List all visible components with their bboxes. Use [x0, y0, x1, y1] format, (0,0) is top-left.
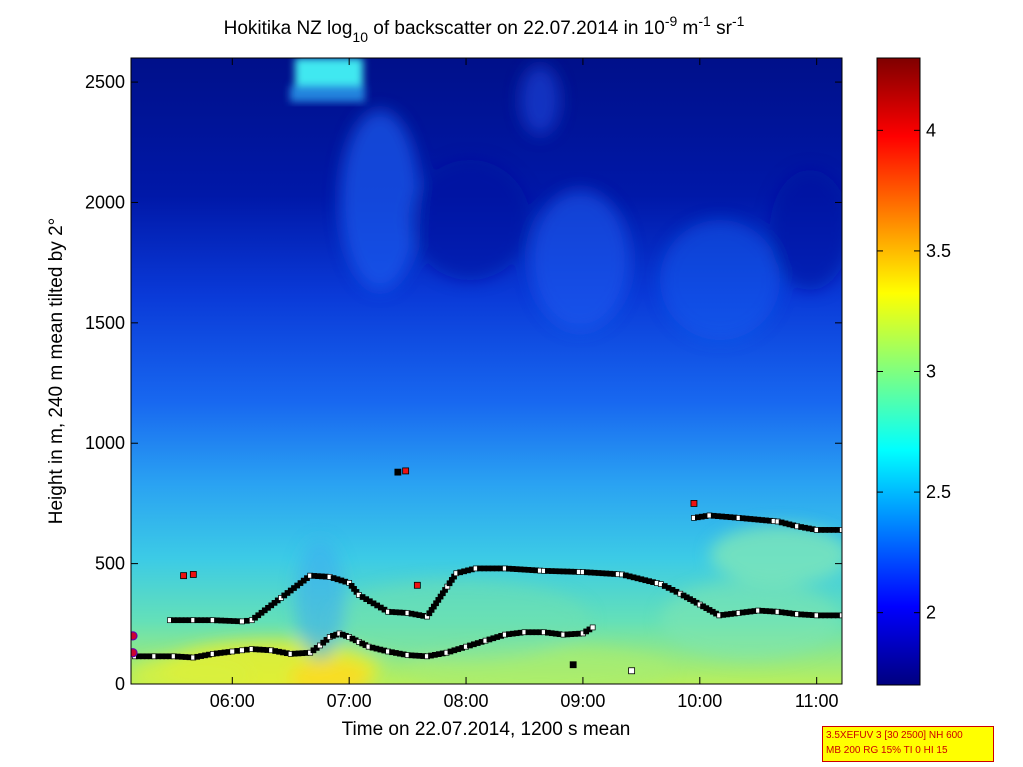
white-marker	[628, 667, 636, 675]
cloud-patch	[290, 58, 365, 102]
colorbar-tick-label: 3	[926, 362, 936, 382]
x-axis-label: Time on 22.07.2014, 1200 s mean	[342, 719, 631, 740]
y-tick-label: 0	[115, 674, 125, 694]
y-axis: 0 500 1000 1500 2000 2500	[85, 72, 842, 694]
y-tick-label: 1500	[85, 313, 125, 333]
colorbar-tick-label: 4	[926, 120, 936, 140]
colorbar-axis: 2 2.5 3 3.5 4	[877, 120, 951, 623]
x-tick-label: 09:00	[560, 691, 605, 711]
x-tick-label: 08:00	[444, 691, 489, 711]
special-marker	[131, 631, 138, 641]
x-tick-label: 10:00	[677, 691, 722, 711]
y-tick-label: 2500	[85, 72, 125, 92]
black-marker	[569, 661, 577, 669]
plot-frame	[130, 57, 843, 685]
x-tick-label: 06:00	[210, 691, 255, 711]
layer-point	[839, 612, 842, 619]
settings-infobox: 3.5XEFUV 3 [30 2500] NH 600 MB 200 RG 15…	[822, 726, 994, 762]
colorbar-tick-label: 2	[926, 603, 936, 623]
layer-markers	[131, 467, 842, 675]
y-axis-label: Height in m, 240 m mean tilted by 2°	[46, 218, 67, 524]
x-axis: 06:00 07:00 08:00 09:00 10:00 11:00	[210, 58, 839, 711]
y-tick-label: 1000	[85, 433, 125, 453]
layer-point	[589, 624, 596, 631]
colorbar-tick-label: 2.5	[926, 482, 951, 502]
colorbar-tick-label: 3.5	[926, 241, 951, 261]
infobox-line-2: MB 200 RG 15% TI 0 HI 15	[826, 745, 948, 756]
heatmap-area	[131, 58, 842, 684]
infobox-line-1: 3.5XEFUV 3 [30 2500] NH 600	[826, 730, 963, 741]
layer-point	[839, 527, 842, 533]
x-tick-label: 07:00	[327, 691, 372, 711]
red-marker	[413, 581, 421, 589]
red-marker	[180, 572, 187, 580]
layer-point	[239, 647, 245, 654]
red-marker	[402, 467, 410, 475]
layer-point	[244, 646, 250, 653]
layer-point	[229, 648, 236, 655]
special-marker	[131, 648, 138, 658]
x-tick-label: 11:00	[795, 691, 839, 711]
y-tick-label: 2000	[85, 192, 125, 212]
red-marker	[189, 571, 197, 578]
chart-title: Hokitika NZ log10 of backscatter on 22.0…	[224, 13, 745, 45]
red-marker	[690, 500, 698, 507]
layer-point	[239, 618, 245, 625]
colorbar	[877, 58, 920, 685]
black-marker	[394, 468, 402, 476]
layer-point	[234, 648, 241, 654]
y-tick-label: 500	[95, 554, 125, 574]
layer-point	[244, 617, 250, 624]
